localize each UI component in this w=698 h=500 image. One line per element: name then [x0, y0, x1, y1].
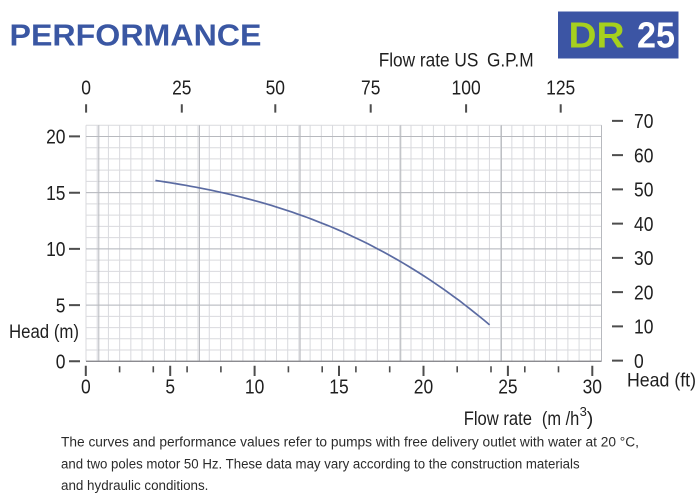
svg-text:and two poles motor 50 Hz. The: and two poles motor 50 Hz. These data ma… [61, 456, 580, 471]
svg-text:PERFORMANCE: PERFORMANCE [10, 19, 262, 53]
svg-text:70: 70 [634, 111, 653, 133]
svg-text:10: 10 [634, 317, 653, 339]
svg-text:Head (ft): Head (ft) [627, 371, 696, 392]
svg-text:Flow rate US G.P.M: Flow rate US G.P.M [379, 49, 534, 71]
svg-text:5: 5 [165, 377, 175, 399]
svg-text:25: 25 [498, 377, 517, 399]
svg-text:5: 5 [56, 295, 66, 317]
svg-text:125: 125 [546, 78, 575, 100]
svg-text:15: 15 [46, 183, 65, 205]
svg-text:3: 3 [580, 404, 587, 419]
svg-text:60: 60 [634, 145, 653, 167]
svg-text:10: 10 [46, 239, 65, 261]
svg-text:0: 0 [634, 351, 644, 373]
svg-text:10: 10 [245, 377, 264, 399]
svg-text:DR: DR [569, 15, 625, 56]
svg-text:Flow rate: Flow rate [464, 408, 532, 430]
svg-text:0: 0 [56, 352, 66, 374]
svg-text:50: 50 [266, 78, 285, 100]
svg-text:and hydraulic conditions.: and hydraulic conditions. [61, 478, 208, 493]
svg-text:30: 30 [583, 377, 602, 399]
svg-text:15: 15 [329, 377, 348, 399]
svg-text:): ) [587, 408, 594, 430]
svg-text:20: 20 [414, 377, 433, 399]
svg-text:25: 25 [637, 15, 675, 56]
svg-text:40: 40 [634, 214, 653, 236]
svg-text:0: 0 [81, 78, 91, 100]
svg-text:100: 100 [452, 78, 481, 100]
svg-text:50: 50 [634, 180, 653, 202]
svg-text:25: 25 [172, 78, 191, 100]
svg-text:75: 75 [361, 78, 380, 100]
svg-text:Head (m): Head (m) [9, 322, 79, 343]
svg-text:20: 20 [634, 282, 653, 304]
svg-text:0: 0 [81, 377, 91, 399]
svg-text:20: 20 [46, 127, 65, 149]
svg-text:(m /h: (m /h [542, 408, 579, 430]
svg-text:30: 30 [634, 248, 653, 270]
svg-text:The curves and performance val: The curves and performance values refer … [61, 435, 639, 450]
